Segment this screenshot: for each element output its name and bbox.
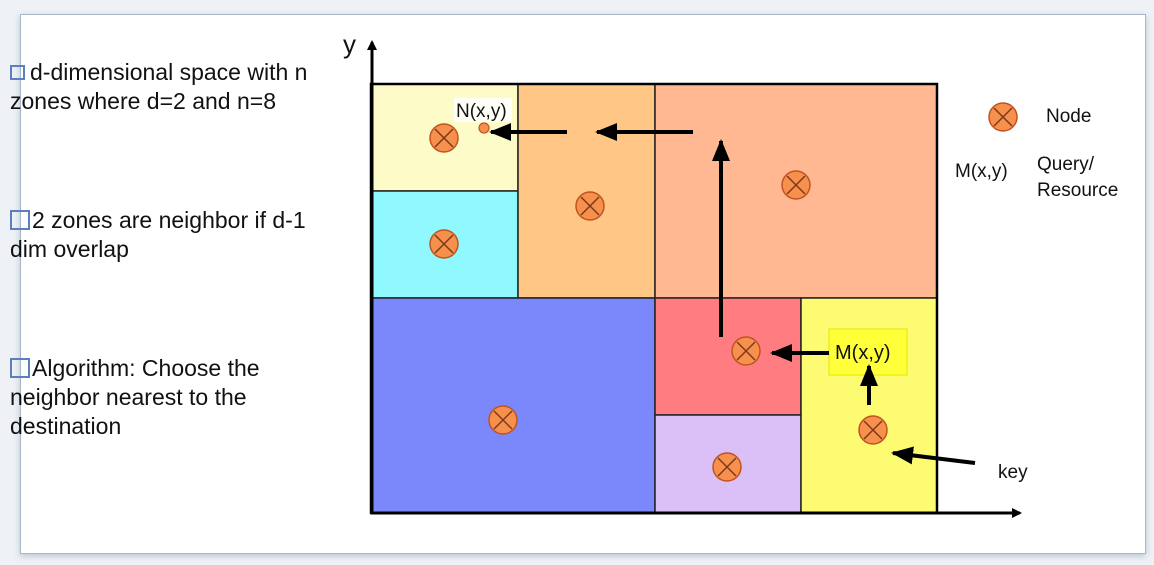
target-point: N(x,y) <box>454 98 512 134</box>
legend: Node M(x,y) Query/ Resource <box>955 102 1118 201</box>
bullet-text: d-dimensional space with n zones where d… <box>10 59 308 114</box>
arrow-key-to-node <box>891 446 976 465</box>
node-icon <box>575 191 605 221</box>
legend-query-symbol: M(x,y) <box>955 161 1008 182</box>
y-axis-label: y <box>343 29 356 59</box>
legend-node-icon <box>988 102 1018 132</box>
node-icon <box>712 452 742 482</box>
target-dot <box>478 122 490 134</box>
square-bullet-icon <box>10 210 30 230</box>
routing-arrows <box>489 123 976 465</box>
node-icon <box>488 405 518 435</box>
target-label-bg <box>454 98 512 122</box>
square-bullet-icon <box>10 358 30 378</box>
node-icon <box>781 170 811 200</box>
bullet-neighbor-zones: 2 zones are neighbor if d-1 dim overlap <box>10 206 310 264</box>
bullet-algorithm: Algorithm: Choose the neighbor nearest t… <box>10 354 310 441</box>
node-icon <box>429 229 459 259</box>
legend-query-line1: Query/ <box>1037 154 1095 175</box>
node-icon <box>858 415 888 445</box>
zone-blue <box>370 297 656 514</box>
zones <box>369 82 939 515</box>
key-label: key <box>998 462 1028 483</box>
zone-red <box>654 297 802 416</box>
square-bullet-icon <box>10 65 25 80</box>
query-point-label: M(x,y) <box>835 342 891 364</box>
node-icon <box>429 123 459 153</box>
legend-query-line2: Resource <box>1037 180 1118 201</box>
zone-orange <box>517 83 656 299</box>
node-icon <box>731 336 761 366</box>
target-node-label: N(x,y) <box>456 101 507 122</box>
bullet-text: 2 zones are neighbor if d-1 dim overlap <box>10 207 306 262</box>
bullet-text: Algorithm: Choose the neighbor nearest t… <box>10 355 260 439</box>
bullet-dimensional-space: d-dimensional space with n zones where d… <box>10 58 310 116</box>
legend-node-label: Node <box>1046 106 1091 127</box>
axes: y <box>343 29 1022 518</box>
